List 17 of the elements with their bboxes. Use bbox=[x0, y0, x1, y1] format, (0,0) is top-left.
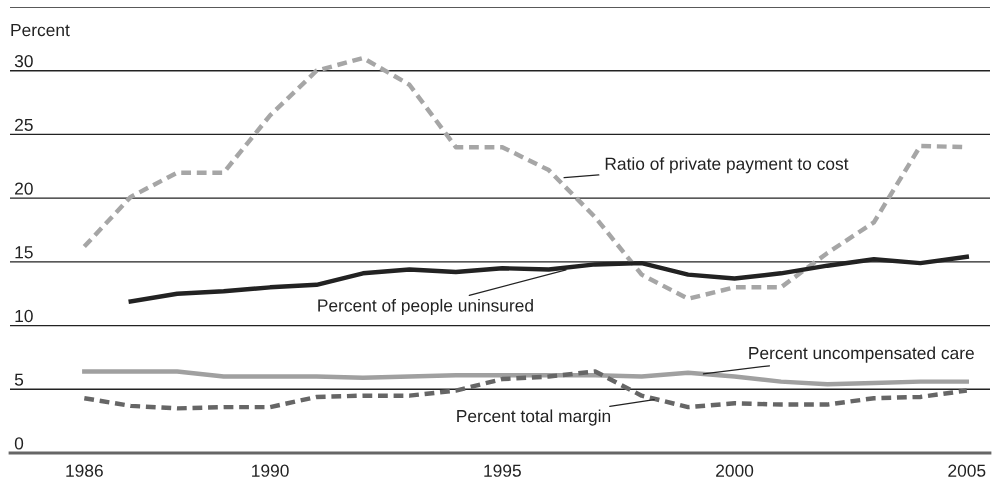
y-tick-label: 0 bbox=[14, 437, 24, 450]
x-tick-label: 1995 bbox=[484, 464, 521, 477]
annotation: Percent total margin bbox=[457, 409, 611, 426]
x-tick-label: 1990 bbox=[252, 464, 289, 477]
y-tick-label: 15 bbox=[15, 246, 33, 259]
y-tick-label: 5 bbox=[14, 373, 24, 386]
x-tick-label: 2000 bbox=[716, 464, 754, 477]
y-tick-label: 30 bbox=[14, 54, 33, 68]
y-tick-label: 10 bbox=[15, 309, 33, 323]
annotation: Percent of people uninsured bbox=[318, 298, 533, 316]
x-tick-label: 1986 bbox=[66, 464, 103, 477]
y-tick-label: 20 bbox=[15, 182, 33, 195]
annotation: Percent uncompensated care bbox=[749, 346, 974, 363]
annotation: Ratio of private payment to cost bbox=[605, 157, 849, 174]
y-tick-label: 25 bbox=[15, 118, 33, 131]
x-tick-label: 2005 bbox=[948, 464, 986, 477]
y-axis-title: Percent bbox=[11, 24, 70, 37]
